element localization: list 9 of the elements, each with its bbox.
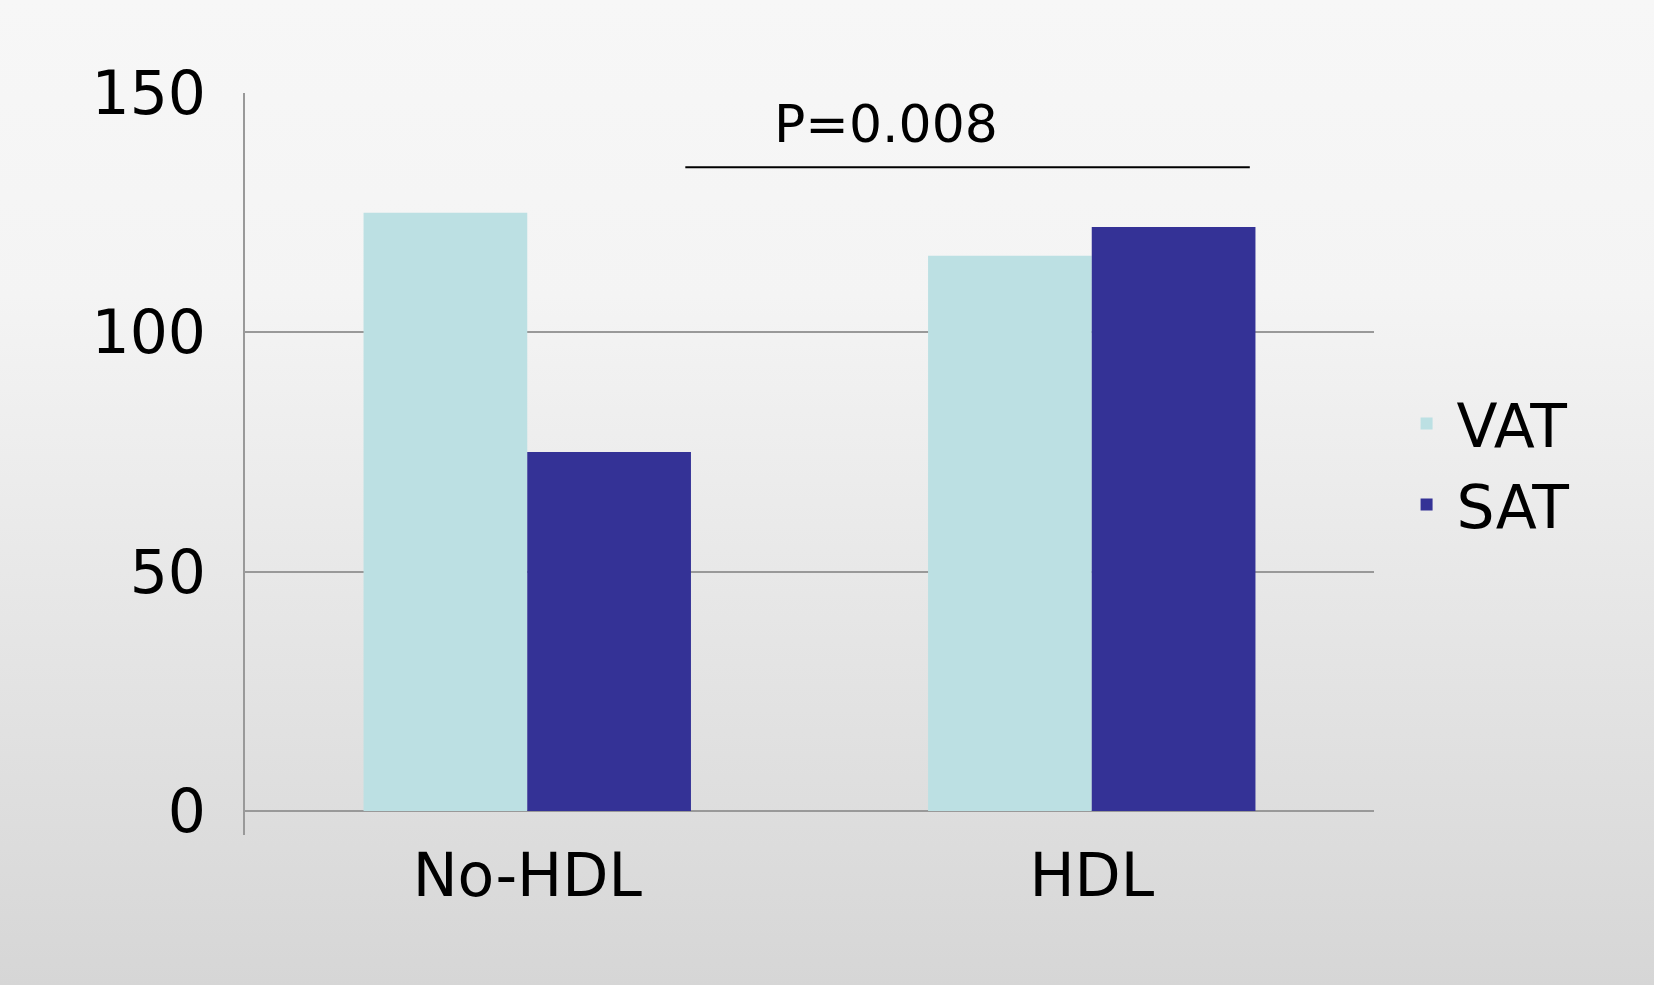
x-tick-label: HDL (1029, 840, 1155, 910)
annotation: P=0.008 (774, 94, 998, 154)
y-tick-label: 100 (91, 297, 206, 368)
x-tick-label: No-HDL (412, 840, 643, 910)
y-tick-label: 50 (129, 536, 206, 607)
y-tick-label: 150 (91, 58, 206, 128)
y-tick-label: 0 (167, 776, 206, 847)
legend-label: VAT (1456, 390, 1568, 461)
legend-label: SAT (1456, 471, 1570, 542)
